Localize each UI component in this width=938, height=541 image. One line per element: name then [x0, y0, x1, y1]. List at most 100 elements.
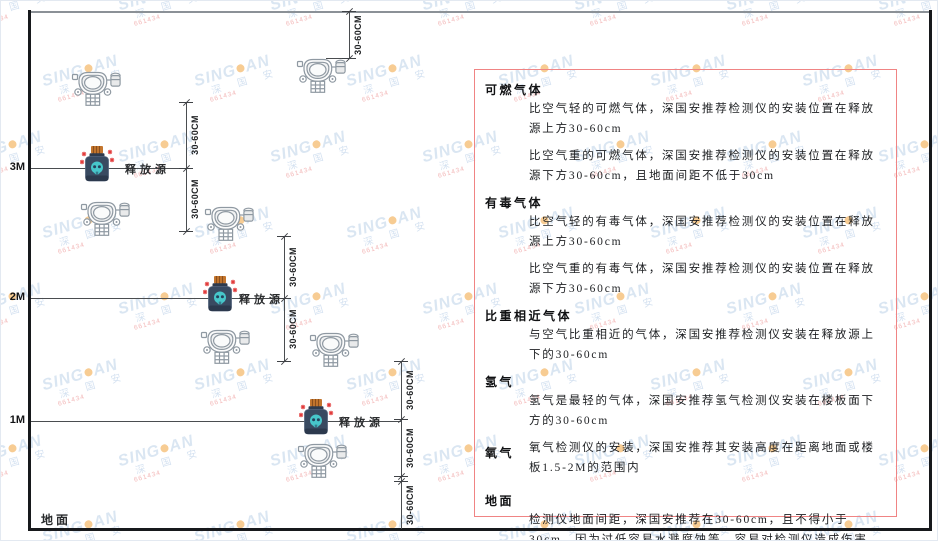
gas-detector-icon — [297, 439, 347, 484]
ground-line — [28, 528, 932, 531]
height-line-2m — [31, 298, 285, 299]
release-source-icon — [299, 398, 335, 443]
watermark-dot-icon — [7, 139, 18, 150]
height-marker-3m: 3M — [9, 161, 25, 173]
watermark-dot-icon — [463, 443, 474, 454]
section-paragraph: 比空气轻的可燃气体，深国安推荐检测仪的安装位置在释放源上方30-60cm — [529, 103, 875, 135]
watermark-dot-icon — [83, 367, 94, 378]
section-paragraph: 氧气检测仪的安装，深国安推荐其安装高度在距离地面或楼板1.5-2M的范围内 — [529, 442, 875, 474]
dimension-tick — [277, 298, 291, 299]
dimension-tick — [277, 236, 291, 237]
panel-section: 有毒气体比空气轻的有毒气体，深国安推荐检测仪的安装位置在释放源上方30-60cm… — [485, 194, 882, 299]
dimension-line-1m — [401, 361, 402, 529]
section-heading: 氢气 — [485, 375, 515, 389]
dimension-break-mark — [394, 481, 408, 482]
dimension-break-mark — [394, 476, 408, 477]
release-source-label: 释放源 — [339, 417, 384, 429]
gas-detector-icon — [80, 197, 130, 242]
gas-detector-icon — [200, 325, 250, 370]
watermark-dot-icon — [387, 367, 398, 378]
dimension-label: 30-60CM — [353, 15, 363, 55]
installation-info-panel: 可燃气体比空气轻的可燃气体，深国安推荐检测仪的安装位置在释放源上方30-60cm… — [474, 69, 897, 540]
gas-detector-icon — [71, 67, 121, 112]
watermark-dot-icon — [159, 139, 170, 150]
watermark-dot-icon — [463, 291, 474, 302]
release-source-label: 释放源 — [239, 294, 284, 306]
watermark-dot-icon — [463, 139, 474, 150]
ceiling-line — [29, 11, 932, 13]
watermark-dot-icon — [159, 291, 170, 302]
section-heading: 氧气 — [485, 446, 515, 460]
section-heading: 有毒气体 — [485, 196, 544, 210]
panel-section: 氧气 氧气检测仪的安装，深国安推荐其安装高度在距离地面或楼板1.5-2M的范围内 — [485, 439, 882, 478]
release-source-icon — [203, 275, 239, 320]
section-paragraph: 氢气是最轻的气体，深国安推荐氢气检测仪安装在楼板面下方的30-60cm — [529, 395, 875, 427]
watermark-dot-icon — [7, 443, 18, 454]
section-heading: 可燃气体 — [485, 83, 544, 97]
dimension-tick — [179, 102, 193, 103]
dimension-tick — [394, 361, 408, 362]
ground-label: 地面 — [41, 513, 72, 527]
dimension-label: 30-60CM — [190, 179, 200, 219]
panel-section: 比重相近气体与空气比重相近的气体，深国安推荐检测仪安装在释放源上下的30-60c… — [485, 307, 882, 365]
left-wall-line — [28, 10, 31, 531]
height-marker-2m: 2M — [9, 291, 25, 303]
dimension-line-ceiling — [349, 11, 350, 59]
section-paragraph: 比空气轻的有毒气体，深国安推荐检测仪的安装位置在释放源上方30-60cm — [529, 216, 875, 248]
section-paragraph: 比空气重的有毒气体，深国安推荐检测仪的安装位置在释放源下方30-60cm — [529, 263, 875, 295]
dimension-label: 30-60CM — [405, 428, 415, 468]
dimension-tick — [179, 168, 193, 169]
dimension-tick — [277, 361, 291, 362]
height-line-3m — [31, 168, 187, 169]
panel-section: 氢气 氢气是最轻的气体，深国安推荐氢气检测仪安装在楼板面下方的30-60cm — [485, 373, 882, 431]
panel-section: 可燃气体比空气轻的可燃气体，深国安推荐检测仪的安装位置在释放源上方30-60cm… — [485, 81, 882, 186]
height-line-1m — [31, 421, 402, 422]
section-paragraph: 检测仪地面间距，深国安推荐在30-60cm，且不得小于30cm，因为过低容易水溅… — [529, 514, 868, 541]
watermark-dot-icon — [311, 291, 322, 302]
gas-detector-icon — [309, 328, 359, 373]
dimension-tick — [342, 11, 356, 12]
dimension-label: 30-60CM — [288, 309, 298, 349]
watermark-dot-icon — [235, 63, 246, 74]
dimension-tick — [179, 231, 193, 232]
right-wall-line — [929, 10, 932, 531]
release-source-label: 释放源 — [125, 164, 170, 176]
watermark-dot-icon — [311, 139, 322, 150]
gas-detector-icon — [204, 202, 254, 247]
section-heading: 比重相近气体 — [485, 309, 573, 323]
dimension-label: 30-60CM — [190, 115, 200, 155]
dimension-label: 30-60CM — [405, 485, 415, 525]
release-source-icon — [80, 145, 116, 190]
dimension-tick — [342, 58, 356, 59]
watermark-dot-icon — [387, 215, 398, 226]
watermark-dot-icon — [387, 63, 398, 74]
section-paragraph: 与空气比重相近的气体，深国安推荐检测仪安装在释放源上下的30-60cm — [529, 329, 875, 361]
section-paragraph: 比空气重的可燃气体，深国安推荐检测仪的安装位置在释放源下方30-60cm，且地面… — [529, 150, 875, 182]
watermark-dot-icon — [159, 443, 170, 454]
dimension-label: 30-60CM — [405, 370, 415, 410]
dimension-label: 30-60CM — [288, 247, 298, 287]
dimension-leader — [326, 58, 349, 59]
gas-detector-icon — [296, 54, 346, 99]
section-heading: 地面 — [485, 494, 515, 508]
dimension-tick — [394, 419, 408, 420]
